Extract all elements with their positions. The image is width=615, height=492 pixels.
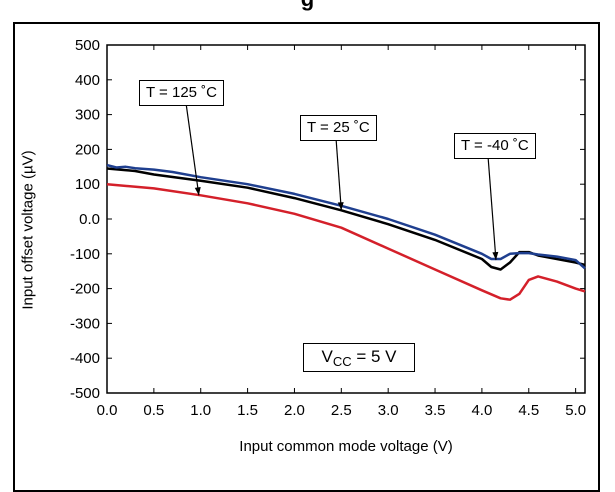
annotation-t25: T = 25 ˚C xyxy=(300,115,377,141)
ticks: 0.0 0.5 1.0 1.5 2.0 2.5 3.0 3.5 4.0 4.5 5.0 500 400 3… xyxy=(70,37,586,419)
x-tick-label: 3.0 xyxy=(378,402,399,419)
chart-title-fragment: g xyxy=(0,0,615,12)
y-tick-label: 400 xyxy=(75,72,100,89)
annotation-arrowhead xyxy=(194,186,201,196)
x-tick-label: 1.0 xyxy=(190,402,211,419)
y-axis-label: Input offset voltage (µV) xyxy=(19,150,37,310)
annotation-arrowhead xyxy=(337,202,344,211)
x-tick-label: 1.5 xyxy=(237,402,258,419)
vcc-v: V xyxy=(321,347,333,366)
y-tick-label: 300 xyxy=(75,107,100,124)
annotation-leader-line xyxy=(185,102,200,196)
x-tick-label: 4.5 xyxy=(518,402,539,419)
y-tick-label: -500 xyxy=(70,385,100,402)
annotation-arrowhead xyxy=(492,251,499,261)
line-chart: 0.0 0.5 1.0 1.5 2.0 2.5 3.0 3.5 4.0 4.5 5.0 500 400 3… xyxy=(70,37,586,419)
annotation-leader-line xyxy=(335,137,342,211)
y-tick-label: 100 xyxy=(75,176,100,193)
y-tick-label: 200 xyxy=(75,141,100,158)
annotation-t-40: T = -40 ˚C xyxy=(454,133,536,159)
vcc-sub: CC xyxy=(332,354,352,369)
y-tick-label: 0.0 xyxy=(79,211,100,228)
vcc-value: = 5 V xyxy=(351,347,397,366)
x-axis-label: Input common mode voltage (V) xyxy=(239,438,453,455)
x-tick-label: 3.5 xyxy=(425,402,446,419)
y-tick-label: -300 xyxy=(70,315,100,332)
x-tick-label: 0.5 xyxy=(143,402,164,419)
annotation-leaders xyxy=(185,102,499,261)
x-tick-label: 2.0 xyxy=(284,402,305,419)
series-line xyxy=(106,182,586,301)
series-lines xyxy=(106,163,586,301)
annotation-t125: T = 125 ˚C xyxy=(139,80,225,106)
x-tick-label: 2.5 xyxy=(331,402,352,419)
y-tick-label: -100 xyxy=(70,246,100,263)
y-tick-label: 500 xyxy=(75,37,100,54)
annotation-leader-line xyxy=(487,155,497,261)
y-tick-label: -400 xyxy=(70,350,100,367)
x-tick-label: 5.0 xyxy=(565,402,586,419)
x-tick-label: 4.0 xyxy=(471,402,492,419)
series-line xyxy=(106,163,586,270)
vcc-condition-label: VCC = 5 V xyxy=(303,343,415,372)
y-tick-label: -200 xyxy=(70,281,100,298)
x-tick-label: 0.0 xyxy=(97,402,118,419)
